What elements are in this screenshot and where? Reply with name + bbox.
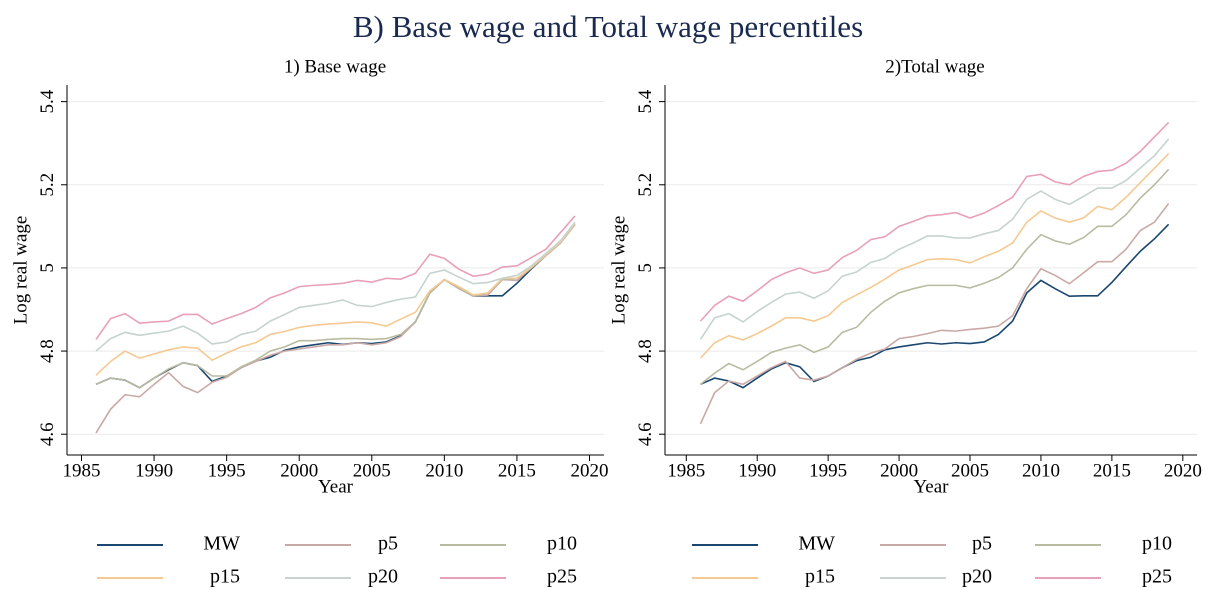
legend-label: p15: [805, 566, 835, 588]
y-tick-label: 4.8: [635, 339, 656, 363]
y-tick-label: 5: [635, 263, 656, 273]
y-tick-label: 5.4: [635, 89, 656, 113]
series-line: [699, 153, 1170, 359]
series-line: [699, 202, 1170, 425]
x-tick-label: 2000: [880, 460, 918, 481]
legend-label: p5: [378, 533, 398, 555]
legend-label: p10: [1142, 533, 1172, 555]
legend-label: p25: [1142, 566, 1172, 588]
x-tick-label: 1995: [208, 460, 246, 481]
y-tick-label: 4.6: [37, 422, 58, 446]
x-tick-label: 2015: [498, 460, 536, 481]
panel-title: 2)Total wage: [885, 56, 984, 77]
panel-title: 1) Base wage: [284, 56, 386, 77]
legend-label: p20: [368, 566, 398, 588]
x-tick-label: 2015: [1093, 460, 1131, 481]
y-axis-title: Log real wage: [608, 216, 629, 325]
legend-label: p15: [210, 566, 240, 588]
x-tick-label: 1995: [809, 460, 847, 481]
x-tick-label: 1985: [63, 460, 101, 481]
series-line: [95, 223, 576, 389]
series-line: [95, 223, 576, 389]
legend-label: p20: [962, 566, 992, 588]
x-tick-label: 2005: [951, 460, 989, 481]
x-tick-label: 2010: [1022, 460, 1060, 481]
series-line: [95, 221, 576, 352]
x-axis-title: Year: [318, 476, 354, 497]
legend-label: p5: [972, 533, 992, 555]
y-tick-label: 5.2: [635, 173, 656, 197]
x-tick-label: 2005: [353, 460, 391, 481]
y-tick-label: 4.6: [635, 422, 656, 446]
series-line: [95, 223, 576, 434]
series-line: [699, 168, 1170, 385]
y-tick-label: 5.2: [37, 173, 58, 197]
series-line: [700, 223, 1170, 389]
series-line: [699, 121, 1170, 322]
x-tick-label: 2020: [570, 460, 608, 481]
x-tick-label: 1985: [667, 460, 705, 481]
y-tick-label: 5: [37, 263, 58, 273]
series-line: [95, 215, 576, 340]
legend-label: MW: [798, 533, 835, 555]
x-axis-title: Year: [913, 476, 949, 497]
series-line: [699, 138, 1170, 340]
y-axis-title: Log real wage: [10, 216, 31, 325]
x-tick-label: 1990: [135, 460, 173, 481]
legend-label: p10: [547, 533, 577, 555]
x-tick-label: 2010: [425, 460, 463, 481]
y-tick-label: 4.8: [37, 339, 58, 363]
y-tick-label: 5.4: [37, 89, 58, 113]
x-tick-label: 1990: [738, 460, 776, 481]
x-tick-label: 2000: [280, 460, 318, 481]
x-tick-label: 2020: [1164, 460, 1202, 481]
legend-label: MW: [203, 533, 240, 555]
legend-label: p25: [547, 566, 577, 588]
series-line: [95, 222, 576, 376]
figure-title: B) Base wage and Total wage percentiles: [353, 9, 863, 44]
